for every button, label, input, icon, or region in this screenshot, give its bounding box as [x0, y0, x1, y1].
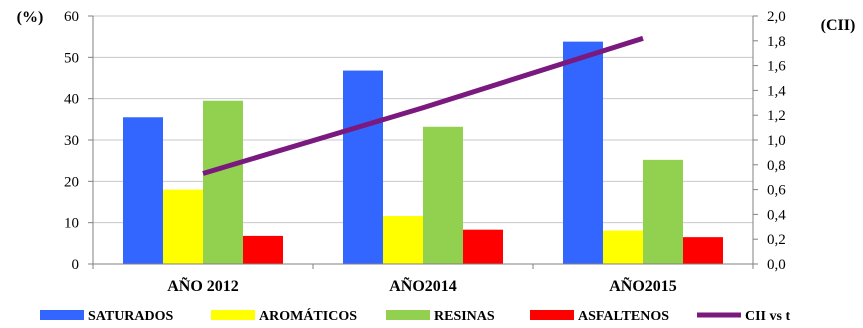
y2-tick-label: 1,6	[767, 59, 786, 75]
y-tick-label: 40	[64, 92, 79, 108]
bar	[603, 230, 643, 264]
y-tick-label: 0	[72, 257, 80, 273]
y-tick-label: 10	[64, 216, 79, 232]
y2-tick-label: 1,0	[767, 133, 786, 149]
line-series-path	[202, 35, 644, 176]
y-axis-label: (%)	[17, 9, 44, 26]
y2-tick-label: 0,6	[767, 183, 786, 199]
y2-tick-label: 2,0	[767, 9, 786, 25]
y2-tick-label: 1,8	[767, 34, 786, 50]
y-tick-label: 20	[64, 174, 79, 190]
bar	[423, 126, 463, 264]
legend-swatch	[40, 310, 84, 320]
legend-item: CII vs t	[697, 309, 790, 324]
x-tick-label: AÑO 2012	[167, 276, 239, 295]
legend-swatch	[211, 310, 255, 320]
legend-item: SATURADOS	[40, 309, 174, 324]
x-tick-label: AÑO2014	[389, 276, 457, 295]
legend: SATURADOS AROMÁTICOS RESINAS ASFALTENOS CII …	[40, 307, 790, 324]
x-tick-label: AÑO2015	[609, 276, 677, 295]
y-tick-label: 50	[64, 50, 79, 66]
bar	[463, 229, 503, 264]
axes: 0 10 20 30 40 50 60 0,0 0,2 0,4 0,6 0,8 1,0 1,2 1,4 1,6…	[64, 9, 786, 295]
legend-item: AROMÁTICOS	[211, 307, 357, 324]
legend-label: RESINAS	[434, 309, 495, 324]
line-series	[202, 35, 644, 176]
legend-item: RESINAS	[386, 309, 495, 324]
legend-swatch	[386, 310, 430, 320]
legend-label: AROMÁTICOS	[259, 307, 357, 324]
bars	[123, 41, 723, 265]
legend-item: ASFALTENOS	[530, 309, 669, 324]
y2-tick-label: 0,4	[767, 207, 786, 223]
bar	[203, 100, 243, 264]
bar	[163, 189, 203, 264]
bar	[123, 117, 163, 265]
legend-label: CII vs t	[745, 309, 790, 324]
y-tick-label: 30	[64, 133, 79, 149]
legend-label: ASFALTENOS	[578, 309, 669, 324]
bar	[563, 41, 603, 265]
y2-tick-label: 0,2	[767, 232, 786, 248]
legend-label: SATURADOS	[88, 309, 174, 324]
y2-tick-label: 0,0	[767, 257, 786, 273]
y2-tick-label: 1,4	[767, 83, 786, 99]
y2-tick-label: 1,2	[767, 108, 786, 124]
y2-tick-label: 0,8	[767, 158, 786, 174]
bar	[343, 70, 383, 264]
bar	[683, 237, 723, 264]
legend-swatch	[530, 310, 574, 320]
y-tick-label: 60	[64, 9, 79, 25]
bar	[643, 159, 683, 264]
bar	[243, 235, 283, 264]
y2-axis-label: (CII)	[821, 17, 856, 34]
bar	[383, 216, 423, 264]
